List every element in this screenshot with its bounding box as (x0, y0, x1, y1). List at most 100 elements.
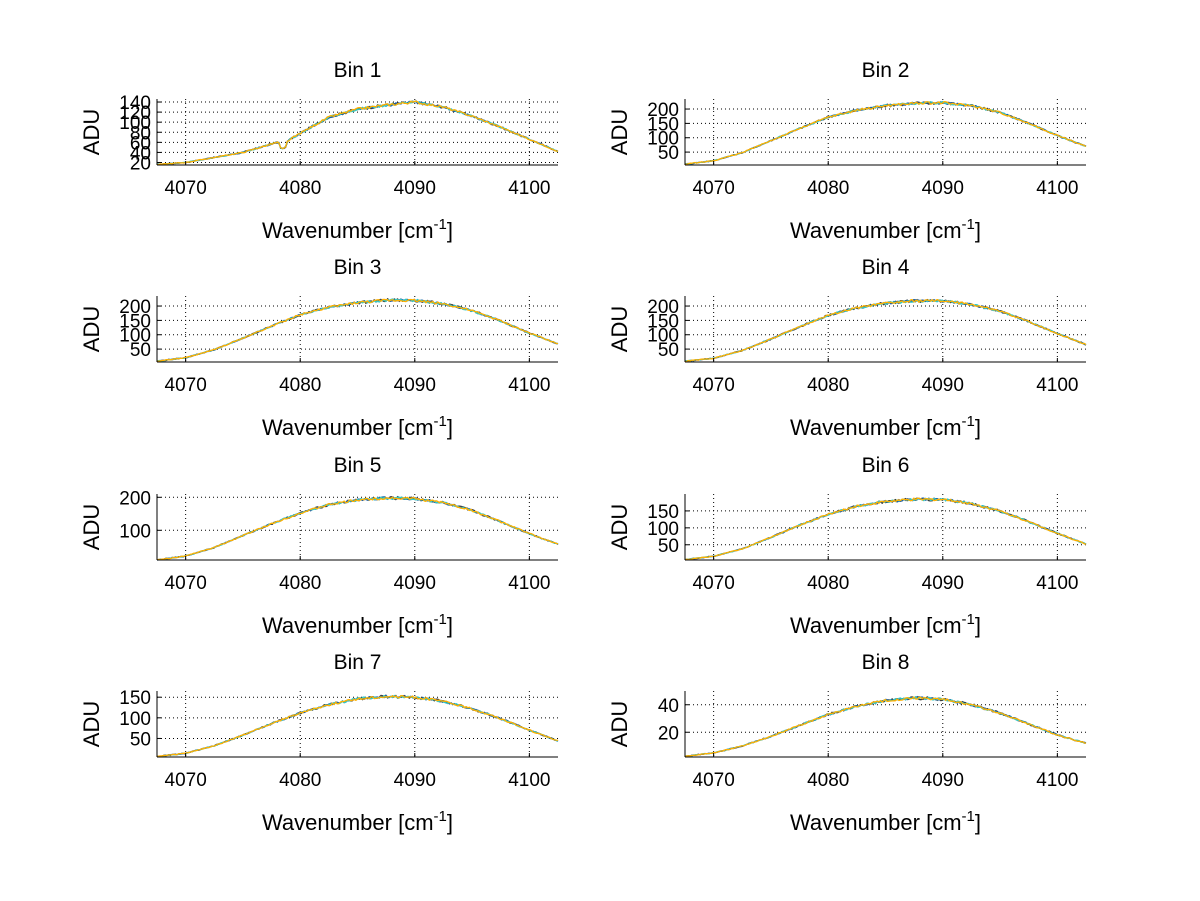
series-line-1 (156, 694, 559, 758)
series-line-4 (156, 694, 559, 758)
y-tick-label: 20 (658, 723, 679, 744)
y-tick-label: 50 (130, 340, 151, 361)
x-tick-label: 4080 (279, 770, 321, 791)
series-line-3 (684, 100, 1087, 165)
x-tick-label: 4070 (165, 375, 207, 396)
x-tick-label: 4100 (508, 375, 550, 396)
x-tick-label: 4070 (165, 178, 207, 199)
series-line-2 (684, 101, 1087, 165)
x-tick-label: 4100 (1036, 375, 1078, 396)
y-axis-label: ADU (607, 109, 632, 155)
x-axis-label: Wavenumber [cm-1] (790, 413, 981, 440)
series-line-2 (156, 496, 559, 561)
y-tick-label: 150 (119, 688, 151, 709)
y-tick-label: 150 (647, 311, 679, 332)
x-tick-label: 4070 (693, 573, 735, 594)
x-axis-label: Wavenumber [cm-1] (262, 611, 453, 638)
y-tick-label: 20 (130, 153, 151, 174)
x-tick-label: 4090 (922, 770, 964, 791)
x-axis-label: Wavenumber [cm-1] (790, 216, 981, 243)
subplot-title: Bin 8 (862, 651, 910, 674)
x-axis-label: Wavenumber [cm-1] (262, 216, 453, 243)
y-tick-label: 50 (658, 536, 679, 557)
x-tick-label: 4090 (394, 178, 436, 199)
x-tick-label: 4070 (165, 770, 207, 791)
y-tick-label: 60 (130, 133, 151, 154)
y-tick-label: 40 (130, 143, 151, 164)
y-tick-label: 200 (119, 297, 151, 318)
x-tick-label: 4090 (922, 573, 964, 594)
x-tick-label: 4080 (279, 178, 321, 199)
series-line-3 (684, 299, 1087, 362)
x-axis-label: Wavenumber [cm-1] (790, 808, 981, 835)
x-tick-label: 4080 (279, 573, 321, 594)
series-line-3 (156, 100, 559, 166)
series-line-3 (156, 496, 559, 561)
y-axis-label: ADU (607, 701, 632, 747)
y-axis-label: ADU (79, 701, 104, 747)
y-axis-label: ADU (79, 504, 104, 550)
series-line-2 (684, 497, 1087, 561)
series-line-4 (156, 100, 558, 166)
series-line-3 (684, 497, 1087, 561)
x-tick-label: 4070 (165, 573, 207, 594)
subplot-title: Bin 4 (862, 256, 910, 279)
series-line-2 (685, 696, 1087, 758)
x-tick-label: 4070 (693, 770, 735, 791)
y-tick-label: 100 (119, 709, 151, 730)
subplot-title: Bin 5 (334, 454, 382, 477)
x-tick-label: 4100 (1036, 178, 1078, 199)
y-axis-label: ADU (607, 504, 632, 550)
series-line-1 (157, 495, 559, 561)
x-tick-label: 4070 (693, 178, 735, 199)
series-line-4 (684, 696, 1087, 758)
x-axis-label: Wavenumber [cm-1] (262, 808, 453, 835)
y-tick-label: 50 (658, 143, 679, 164)
x-tick-label: 4100 (1036, 770, 1078, 791)
series-line-2 (156, 694, 559, 758)
x-tick-label: 4100 (508, 573, 550, 594)
x-tick-label: 4090 (922, 375, 964, 396)
subplot-title: Bin 7 (334, 651, 382, 674)
subplot-title: Bin 6 (862, 454, 910, 477)
y-tick-label: 100 (647, 129, 679, 150)
series-line-1 (685, 695, 1087, 757)
x-tick-label: 4080 (279, 375, 321, 396)
y-tick-label: 100 (647, 326, 679, 347)
series-line-2 (156, 298, 559, 362)
series-line-4 (685, 298, 1087, 363)
x-tick-label: 4090 (394, 375, 436, 396)
x-tick-label: 4100 (508, 178, 550, 199)
x-tick-label: 4080 (807, 178, 849, 199)
subplot-8: Bin 8 4070 4080 4090 4100 20 40 Wavenumber [cm-… (607, 651, 1087, 835)
y-tick-label: 50 (130, 729, 151, 750)
series-line-3 (156, 694, 559, 758)
y-axis-label: ADU (79, 109, 104, 155)
series-line-3 (684, 696, 1087, 758)
subplot-5: Bin 5 4070 4080 4090 4100 100 200 Wavenumber [c… (79, 454, 559, 638)
series-line-2 (684, 298, 1087, 362)
subplot-title: Bin 3 (334, 256, 382, 279)
series-line-1 (156, 100, 559, 166)
series-line-1 (684, 101, 1087, 166)
y-tick-label: 100 (119, 113, 151, 134)
y-tick-label: 50 (658, 340, 679, 361)
series-line-1 (156, 298, 559, 362)
y-tick-label: 150 (647, 502, 679, 523)
y-axis-label: ADU (79, 306, 104, 352)
x-tick-label: 4070 (693, 375, 735, 396)
x-tick-label: 4090 (394, 573, 436, 594)
series-line-2 (156, 100, 559, 166)
x-axis-label: Wavenumber [cm-1] (790, 611, 981, 638)
series-line-1 (684, 497, 1087, 561)
x-tick-label: 4080 (807, 770, 849, 791)
y-tick-label: 80 (130, 123, 151, 144)
y-tick-label: 150 (647, 114, 679, 135)
x-tick-label: 4100 (1036, 573, 1078, 594)
